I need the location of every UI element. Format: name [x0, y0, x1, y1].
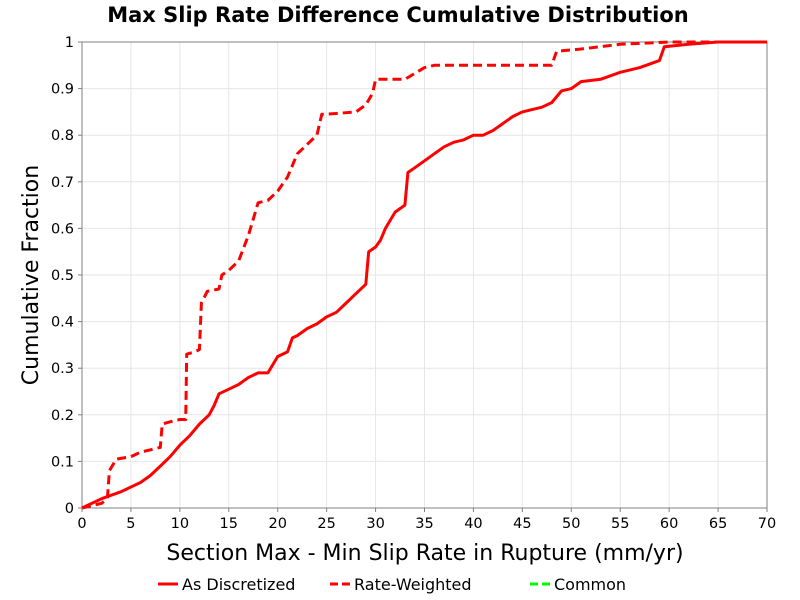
- x-axis-label: Section Max - Min Slip Rate in Rupture (…: [166, 541, 683, 566]
- x-tick-label: 60: [660, 516, 678, 532]
- y-tick-label: 0.5: [51, 268, 74, 284]
- x-tick-label: 5: [126, 516, 135, 532]
- x-tick-label: 65: [709, 516, 727, 532]
- x-tick-label: 45: [513, 516, 531, 532]
- legend-item-label: Rate-Weighted: [354, 575, 472, 594]
- legend: As Discretized Rate-Weighted Common: [158, 575, 626, 594]
- series-layer: [81, 40, 767, 510]
- legend-item-label: Common: [554, 575, 626, 594]
- x-tick-label: 55: [611, 516, 629, 532]
- x-tick-label: 70: [758, 516, 776, 532]
- y-tick-label: 0.4: [51, 315, 74, 331]
- y-axis-ticks: 0 0.1 0.2 0.3 0.4 0.5 0.6 0.7 0.8 0.9 1: [51, 35, 82, 517]
- grid: [82, 42, 767, 508]
- y-tick-label: 0: [65, 501, 74, 517]
- y-axis-label: Cumulative Fraction: [19, 165, 44, 385]
- chart-title: Max Slip Rate Difference Cumulative Dist…: [107, 3, 689, 27]
- x-tick-label: 40: [464, 516, 482, 532]
- x-tick-label: 0: [77, 516, 86, 532]
- y-tick-label: 0.8: [51, 128, 74, 144]
- y-tick-label: 0.9: [51, 82, 74, 98]
- x-axis-ticks: 0 5 10 15 20 25 30 35 40 45 50 55 60 65 70: [77, 508, 776, 532]
- y-tick-label: 0.3: [51, 361, 74, 377]
- x-tick-label: 30: [366, 516, 384, 532]
- y-tick-label: 1: [65, 35, 74, 51]
- legend-item-label: As Discretized: [182, 575, 295, 594]
- x-tick-label: 15: [220, 516, 238, 532]
- y-tick-label: 0.7: [51, 175, 74, 191]
- y-tick-label: 0.1: [51, 454, 74, 470]
- y-tick-label: 0.6: [51, 221, 74, 237]
- x-tick-label: 25: [317, 516, 335, 532]
- x-tick-label: 20: [268, 516, 286, 532]
- series-line-as-discretized: [81, 40, 767, 510]
- x-tick-label: 35: [415, 516, 433, 532]
- x-tick-label: 10: [171, 516, 189, 532]
- y-tick-label: 0.2: [51, 408, 74, 424]
- x-tick-label: 50: [562, 516, 580, 532]
